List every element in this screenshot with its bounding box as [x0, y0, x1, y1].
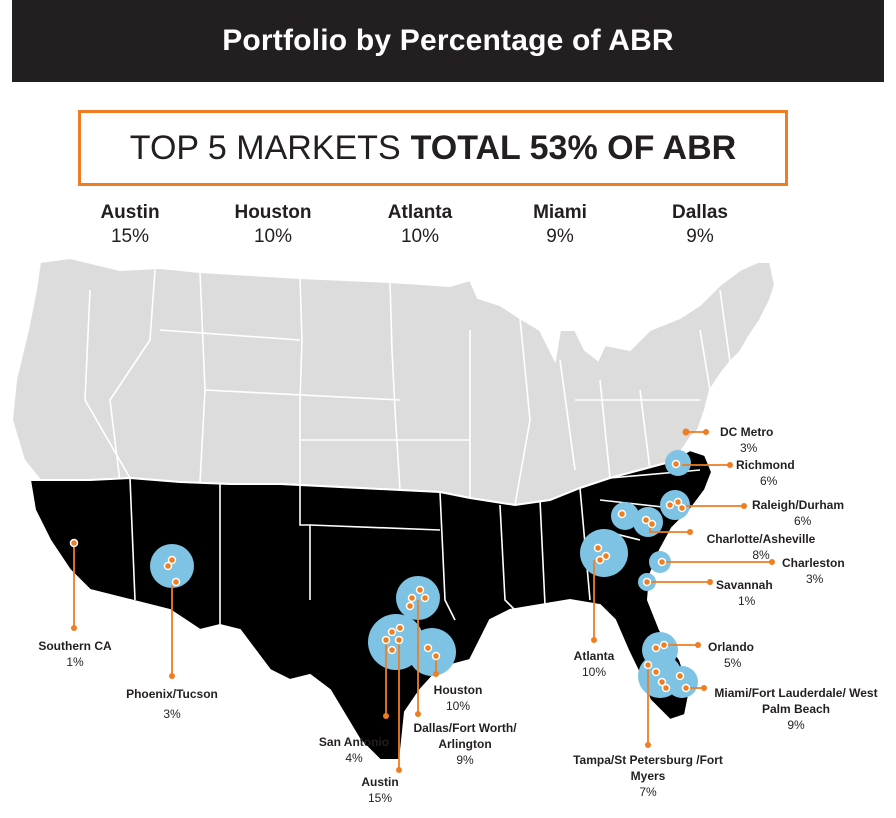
market-name: Orlando [708, 640, 755, 654]
market-label-austin: Austin 15% [350, 774, 410, 806]
market-label-raleigh-durham: Raleigh/Durham 6% [752, 497, 844, 529]
top-market-pct: 9% [546, 226, 574, 247]
market-pct: 15% [367, 791, 393, 805]
market-name: Phoenix/Tucson [126, 687, 218, 701]
market-pct: 9% [787, 718, 805, 732]
market-name: Houston [433, 683, 483, 697]
market-name: DC Metro [720, 425, 774, 439]
top-market-dallas: Dallas 9% [630, 202, 770, 248]
market-label-houston: Houston 10% [422, 682, 494, 714]
market-name: Miami/Fort Lauderdale/ West Palm Beach [714, 686, 878, 716]
market-pct: 3% [806, 572, 824, 586]
market-label-southern-ca: Southern CA 1% [30, 638, 120, 670]
property-dots [69, 459, 691, 693]
market-label-dc-metro: DC Metro 3% [720, 424, 773, 456]
state-borders [84, 269, 731, 506]
top-market-pct: 15% [110, 226, 150, 247]
leader-endpoints [71, 429, 775, 773]
market-pct: 4% [345, 751, 363, 765]
market-label-charlotte-asheville: Charlotte/Asheville 8% [696, 531, 826, 563]
top-market-pct: 9% [686, 226, 714, 247]
headline-normal: TOP 5 MARKETS [129, 128, 401, 167]
market-pct: 7% [639, 785, 657, 799]
market-pct: 1% [738, 594, 756, 608]
market-label-miami: Miami/Fort Lauderdale/ West Palm Beach 9… [706, 685, 886, 733]
market-pct: 3% [163, 707, 181, 721]
top-market-pct: 10% [400, 226, 440, 247]
bubble-miami [666, 666, 698, 698]
market-label-orlando: Orlando 5% [708, 639, 754, 671]
market-label-atlanta: Atlanta 10% [564, 648, 624, 680]
market-pct: 1% [66, 655, 84, 669]
market-pct: 9% [456, 753, 474, 767]
bubble-houston [408, 628, 456, 676]
market-pct: 5% [724, 656, 742, 670]
top-market-name: Houston [234, 202, 312, 223]
top-market-houston: Houston 10% [203, 202, 343, 248]
header-bar: Portfolio by Percentage of ABR [12, 0, 884, 82]
top-market-name: Miami [533, 202, 587, 223]
market-name: Atlanta [573, 649, 615, 663]
headline-bold: TOTAL 53% OF ABR [410, 128, 737, 167]
market-name: Tampa/St Petersburg /Fort Myers [573, 753, 723, 783]
market-label-charleston: Charleston 3% [782, 555, 845, 587]
market-name: Southern CA [38, 639, 112, 653]
top-market-pct: 10% [253, 226, 293, 247]
top-market-name: Austin [100, 202, 160, 223]
market-name: Austin [361, 775, 399, 789]
market-pct: 10% [581, 665, 607, 679]
page-title: Portfolio by Percentage of ABR [222, 24, 674, 57]
market-pct: 3% [740, 441, 758, 455]
market-name: Charlotte/Asheville [706, 532, 816, 546]
market-pct: 6% [760, 474, 778, 488]
market-pct: 10% [445, 699, 471, 713]
top-market-miami: Miami 9% [490, 202, 630, 248]
market-label-tampa: Tampa/St Petersburg /Fort Myers 7% [570, 752, 726, 800]
market-label-savannah: Savannah 1% [716, 577, 773, 609]
market-name: Dallas/Fort Worth/ Arlington [413, 721, 517, 751]
top-market-name: Dallas [672, 202, 728, 223]
market-pct: 8% [752, 548, 770, 562]
top-market-atlanta: Atlanta 10% [350, 202, 490, 248]
market-name: Richmond [736, 458, 795, 472]
market-label-san-antonio: San Antonio 4% [306, 734, 402, 766]
market-name: Raleigh/Durham [752, 498, 845, 512]
top-market-austin: Austin 15% [60, 202, 200, 248]
market-label-dallas: Dallas/Fort Worth/ Arlington 9% [410, 720, 520, 768]
market-label-richmond: Richmond 6% [736, 457, 795, 489]
market-name: San Antonio [318, 735, 390, 749]
top-market-name: Atlanta [387, 202, 453, 223]
headline-box: TOP 5 MARKETS TOTAL 53% OF ABR [78, 110, 788, 186]
market-name: Charleston [782, 556, 845, 570]
market-label-phoenix: Phoenix/Tucson 3% [116, 686, 228, 722]
market-name: Savannah [716, 578, 773, 592]
dc-metro-dot [682, 428, 690, 436]
market-pct: 6% [794, 514, 812, 528]
